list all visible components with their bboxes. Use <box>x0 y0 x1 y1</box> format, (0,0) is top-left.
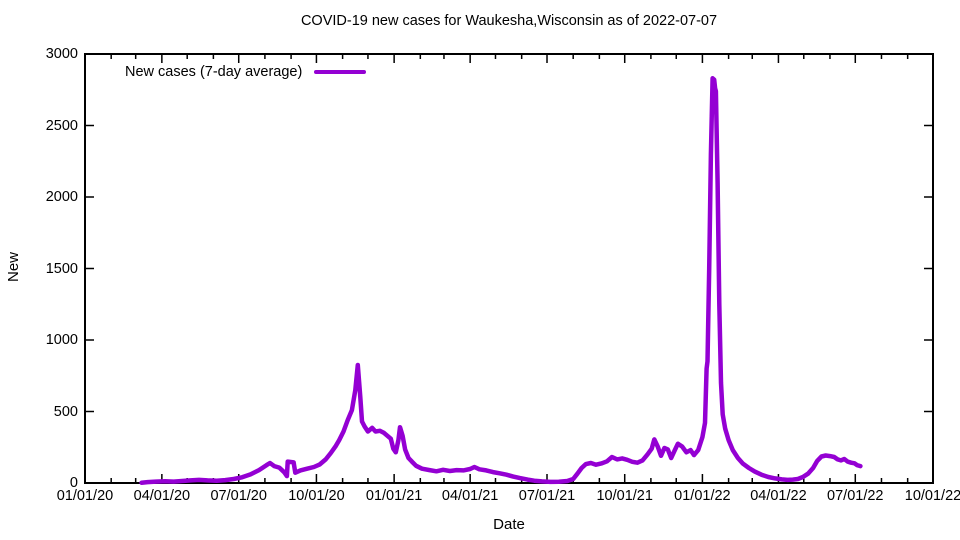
x-axis-tick-label: 07/01/21 <box>518 488 576 504</box>
x-axis-tick-label: 10/01/22 <box>904 488 960 504</box>
plot-border <box>84 53 934 484</box>
y-axis-tick-label: 1500 <box>45 260 78 277</box>
data-series-line <box>139 76 863 485</box>
x-axis-tick-label: 07/01/22 <box>827 488 884 504</box>
y-axis-tick-label: 2000 <box>45 189 78 205</box>
legend-label: New cases (7-day average) <box>125 64 303 80</box>
x-axis-tick-label: 04/01/22 <box>750 488 807 504</box>
x-axis-tick-label: 10/01/21 <box>596 488 653 504</box>
x-axis-tick-label: 04/01/21 <box>441 488 499 504</box>
legend: New cases (7-day average) <box>125 64 367 80</box>
x-axis-tick-label: 07/01/20 <box>210 488 267 504</box>
x-axis-tick-label: 10/01/20 <box>288 488 345 504</box>
x-axis-tick-label: 04/01/20 <box>133 488 191 504</box>
y-axis-tick-label: 2500 <box>45 117 78 134</box>
x-axis-title: Date <box>493 516 525 533</box>
y-axis-tick-label: 3000 <box>45 46 78 62</box>
chart-title: COVID-19 new cases for Waukesha,Wisconsi… <box>300 13 718 29</box>
x-axis-tick-label: 01/01/20 <box>56 488 114 504</box>
x-axis-tick-label: 01/01/21 <box>365 488 423 504</box>
y-axis-tick-label: 0 <box>69 475 78 491</box>
y-axis-tick-label: 1000 <box>45 332 78 348</box>
x-axis-tick-label: 01/01/22 <box>674 488 731 504</box>
y-axis-tick-label: 500 <box>53 403 78 420</box>
legend-line-sample <box>314 70 367 74</box>
